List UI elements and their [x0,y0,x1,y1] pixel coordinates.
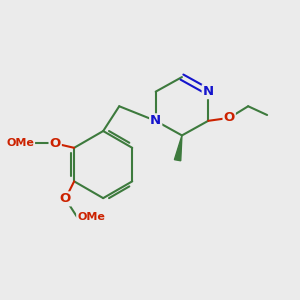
Text: N: N [150,114,161,127]
Text: OMe: OMe [77,212,105,222]
Text: O: O [224,111,235,124]
Text: N: N [202,85,214,98]
Text: O: O [50,137,61,150]
Polygon shape [174,135,182,161]
Text: OMe: OMe [6,138,34,148]
Text: O: O [60,192,71,206]
